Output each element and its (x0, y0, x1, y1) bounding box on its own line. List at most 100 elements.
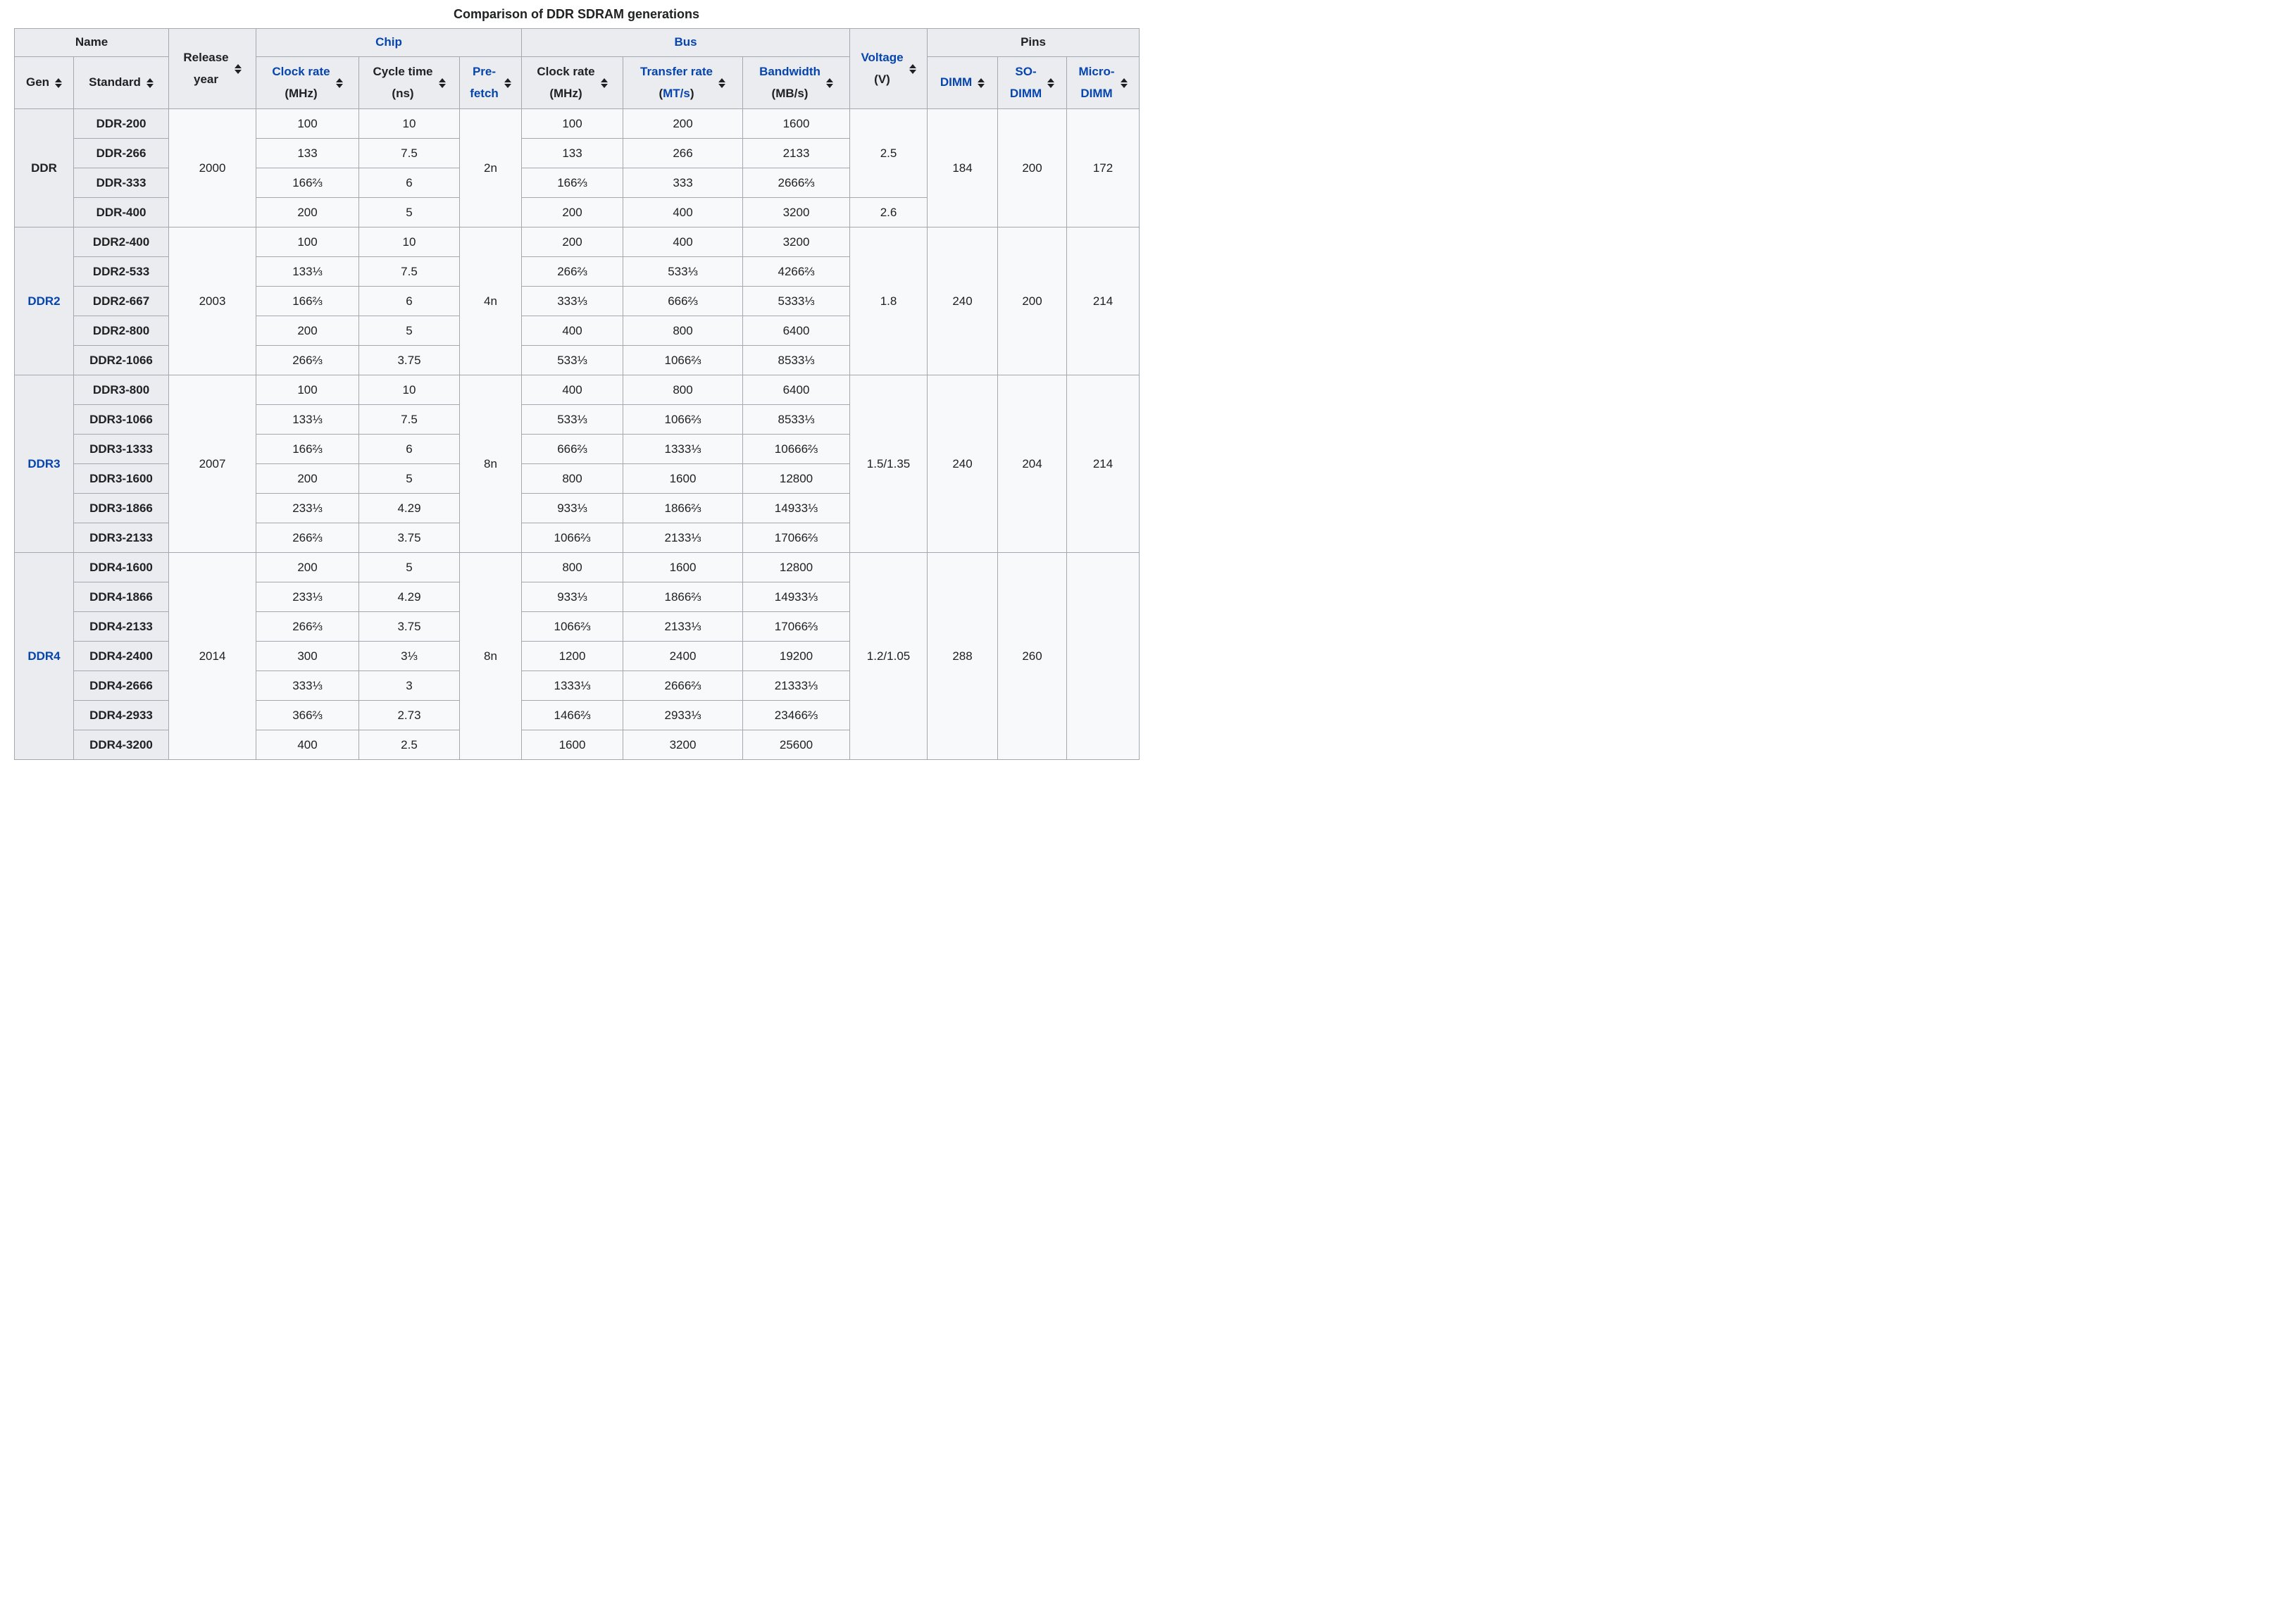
gen-cell[interactable]: DDR2 (14, 227, 74, 375)
bus-clock-cell: 400 (521, 375, 623, 405)
gen-cell[interactable]: DDR4 (14, 552, 74, 760)
header-line: Transfer rate (640, 61, 713, 83)
header-link[interactable]: DIMM (940, 75, 973, 89)
standard-cell: DDR2-533 (73, 256, 169, 287)
standard-cell: DDR3-800 (73, 375, 169, 405)
header-text-block: Pins (1021, 32, 1046, 54)
header-link[interactable]: SO- (1015, 64, 1037, 78)
cycle-time-cell: 10 (358, 375, 460, 405)
header-text-block: Cycle time (ns) (373, 61, 432, 104)
bandwidth-header[interactable]: Bandwidth (MB/s) (742, 56, 851, 109)
cycle-time-cell: 3.75 (358, 345, 460, 375)
bandwidth-cell: 12800 (742, 463, 851, 494)
cycle-time-cell: 3 (358, 670, 460, 701)
header-link[interactable]: Clock rate (272, 64, 330, 78)
voltage-cell: 1.8 (849, 227, 928, 375)
header-content: Pre-fetch (463, 61, 518, 104)
chip-clock-cell: 100 (256, 108, 359, 139)
table-row: DDR3-1600 200 5 800 1600 12800 (15, 463, 1140, 494)
header-content: Pins (930, 32, 1136, 54)
sort-down-arrow (146, 83, 154, 88)
bandwidth-cell: 10666⅔ (742, 434, 851, 464)
bus-clock-cell: 800 (521, 463, 623, 494)
sort-up-arrow (909, 63, 916, 68)
transfer-rate-cell: 1600 (623, 463, 743, 494)
header-line: (MHz) (272, 83, 330, 105)
header-text-block: Bus (674, 32, 697, 54)
pre-fetch-header[interactable]: Pre-fetch (459, 56, 522, 109)
header-content: Chip (259, 32, 518, 54)
header-link[interactable]: Transfer rate (640, 64, 713, 78)
dimm-pins-cell: 240 (927, 375, 999, 553)
header-line: DIMM (1079, 83, 1115, 105)
table-row: DDR4-2666 333⅓ 3 1333⅓ 2666⅔ 21333⅓ (15, 670, 1140, 701)
header-link[interactable]: fetch (470, 86, 499, 100)
bandwidth-cell: 21333⅓ (742, 670, 851, 701)
bandwidth-cell: 2133 (742, 138, 851, 168)
bus-clock-cell: 400 (521, 316, 623, 346)
chip-clock-rate-header[interactable]: Clock rate (MHz) (256, 56, 359, 109)
standard-cell: DDR4-2666 (73, 670, 169, 701)
table-body: DDR DDR-200 2000 100 10 2n 100 200 1600 2.5 184 200… (14, 108, 1140, 760)
table-row: DDR-400 200 5 200 400 3200 2.6 (15, 197, 1140, 227)
header-link[interactable]: Voltage (861, 50, 904, 64)
chip-clock-cell: 300 (256, 641, 359, 671)
bandwidth-cell: 17066⅔ (742, 523, 851, 553)
chip-clock-cell: 166⅔ (256, 168, 359, 198)
micro-dimm-pins-cell: 214 (1066, 375, 1140, 553)
header-line: (MT/s) (640, 83, 713, 105)
header-link[interactable]: Pre- (472, 64, 497, 78)
transfer-rate-cell: 1866⅔ (623, 582, 743, 612)
chip-clock-cell: 266⅔ (256, 523, 359, 553)
header-link[interactable]: Bus (674, 35, 697, 49)
table-row: DDR3-1333 166⅔ 6 666⅔ 1333⅓ 10666⅔ (15, 434, 1140, 464)
micro-dimm-header[interactable]: Micro- DIMM (1066, 56, 1140, 109)
transfer-rate-header[interactable]: Transfer rate (MT/s) (623, 56, 743, 109)
table-row: DDR4 DDR4-1600 2014 200 5 8n 800 1600 12800 1.2/1… (14, 552, 1140, 760)
header-link[interactable]: DIMM (1009, 86, 1042, 100)
sort-down-arrow (978, 83, 985, 88)
transfer-rate-cell: 3200 (623, 730, 743, 760)
bus-clock-cell: 933⅓ (521, 582, 623, 612)
cycle-time-cell: 7.5 (358, 138, 460, 168)
header-line: Voltage (861, 47, 903, 69)
table-row: DDR4-3200 400 2.5 1600 3200 25600 (15, 730, 1140, 760)
header-link[interactable]: Bandwidth (759, 64, 821, 78)
cycle-time-cell: 6 (358, 286, 460, 316)
dimm-header[interactable]: DIMM (927, 56, 999, 109)
sort-icon (335, 77, 343, 88)
header-link[interactable]: Micro- (1078, 64, 1115, 78)
standard-cell: DDR3-1066 (73, 404, 169, 435)
standard-cell: DDR4-1866 (73, 582, 169, 612)
bus-clock-cell: 333⅓ (521, 286, 623, 316)
standard-cell: DDR4-2400 (73, 641, 169, 671)
standard-header[interactable]: Standard (73, 56, 169, 109)
sort-down-arrow (234, 69, 242, 74)
gen-cell[interactable]: DDR3 (14, 375, 74, 553)
header-line: Chip (375, 32, 402, 54)
sort-down-arrow (909, 69, 916, 74)
header-text-block: Gen (26, 72, 49, 94)
header-text: Release (183, 50, 229, 64)
name-group-header: Name (14, 28, 169, 57)
gen-header[interactable]: Gen (14, 56, 74, 109)
header-line: Cycle time (373, 61, 432, 83)
bandwidth-cell: 5333⅓ (742, 286, 851, 316)
header-content: Micro- DIMM (1070, 61, 1136, 104)
standard-cell: DDR3-1333 (73, 434, 169, 464)
header-link[interactable]: MT/s (663, 86, 690, 100)
header-text-block: Name (75, 32, 108, 54)
cycle-time-header[interactable]: Cycle time (ns) (358, 56, 460, 109)
header-link[interactable]: Chip (375, 35, 402, 49)
bus-clock-rate-header[interactable]: Clock rate (MHz) (521, 56, 623, 109)
release-year-header[interactable]: Release year (168, 28, 256, 109)
header-link[interactable]: DIMM (1080, 86, 1113, 100)
voltage-header[interactable]: Voltage (V) (849, 28, 928, 109)
so-dimm-header[interactable]: SO- DIMM (997, 56, 1068, 109)
dimm-pins-cell: 184 (927, 108, 999, 227)
header-text-block: Clock rate (MHz) (272, 61, 330, 104)
bandwidth-cell: 23466⅔ (742, 700, 851, 730)
header-text: Pins (1021, 35, 1046, 49)
sort-icon (718, 77, 725, 88)
release-year-cell: 2014 (168, 552, 256, 760)
